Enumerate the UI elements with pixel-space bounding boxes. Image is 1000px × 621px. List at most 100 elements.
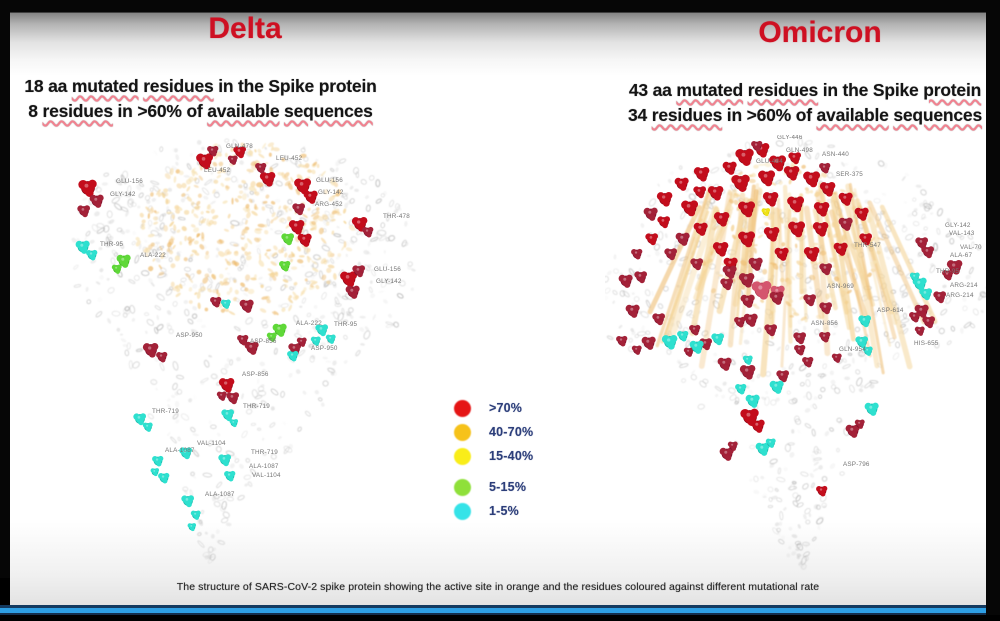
residue-marker xyxy=(281,233,295,246)
residue-marker xyxy=(914,304,929,318)
residue-label: GLY-142 xyxy=(110,191,136,198)
residue-marker xyxy=(738,272,755,288)
residue-label: GLN-954 xyxy=(839,346,866,353)
residue-marker xyxy=(819,181,836,197)
residue-label: THR-719 xyxy=(251,449,278,456)
residue-marker xyxy=(909,272,920,282)
legend-label: >70% xyxy=(489,401,523,415)
residue-marker xyxy=(664,248,678,261)
residue-marker xyxy=(707,185,724,201)
residue-marker xyxy=(674,177,689,191)
residue-marker xyxy=(292,203,306,216)
residue-marker xyxy=(802,356,814,368)
residue-blobs xyxy=(75,145,374,532)
footer-accent-bar xyxy=(0,608,986,613)
residue-marker xyxy=(819,162,831,174)
residue-marker xyxy=(116,254,131,268)
residue-blobs xyxy=(616,140,963,497)
residue-marker xyxy=(315,324,329,337)
residue-label: GLN-498 xyxy=(786,147,813,154)
residue-marker xyxy=(738,201,756,218)
omicron-title: Omicron xyxy=(758,16,882,49)
residue-label: GLY-142 xyxy=(318,189,344,196)
residue-marker xyxy=(769,155,787,172)
residue-marker xyxy=(111,264,122,274)
residue-marker xyxy=(689,340,704,354)
residue-label: ARG-452 xyxy=(315,201,343,208)
residue-label: THR-95 xyxy=(100,241,124,248)
residue-marker xyxy=(207,145,219,157)
residue-label: LEU-452 xyxy=(204,167,231,174)
residue-marker xyxy=(734,316,746,328)
protein-texture xyxy=(71,138,416,564)
residue-label: GLU-156 xyxy=(316,177,343,184)
residue-marker xyxy=(748,257,763,271)
residue-label: VAL-70 xyxy=(960,244,982,251)
residue-marker xyxy=(77,205,91,218)
residue-marker xyxy=(751,140,763,152)
residue-marker xyxy=(233,146,247,159)
residue-marker xyxy=(190,510,201,520)
residue-marker xyxy=(758,170,776,187)
legend-item: 15-40% xyxy=(440,444,580,468)
residue-label: THR-719 xyxy=(152,408,179,415)
residue-marker xyxy=(675,232,690,246)
residue-label: ASN-969 xyxy=(827,283,854,290)
residue-label: THR-719 xyxy=(243,403,270,410)
residue-marker xyxy=(631,248,643,260)
footer-line-bottom xyxy=(0,613,986,615)
residue-marker xyxy=(854,207,869,221)
residue-marker xyxy=(133,413,147,426)
residue-marker xyxy=(745,394,760,408)
residue-marker xyxy=(156,351,168,363)
residue-labels: GLU-156 GLY-142 GLN-478 LEU-452 LEU-452 GLU-1… xyxy=(100,143,410,498)
stats-line: 8 residues in >60% of available sequence… xyxy=(28,101,373,121)
residue-marker xyxy=(218,454,232,467)
residue-label: ARG-214 xyxy=(950,282,978,289)
residue-marker xyxy=(634,271,648,284)
residue-label: GLU-156 xyxy=(374,266,401,273)
residue-marker xyxy=(218,377,235,393)
residue-marker xyxy=(643,207,658,221)
residue-marker xyxy=(713,211,730,227)
residue-marker xyxy=(75,240,90,254)
residue-marker xyxy=(761,208,771,217)
residue-marker xyxy=(152,455,164,467)
residue-marker xyxy=(325,334,336,344)
residue-marker xyxy=(740,294,755,308)
residue-marker xyxy=(727,441,738,451)
residue-marker xyxy=(345,285,360,299)
legend-label: 40-70% xyxy=(489,425,534,439)
residue-label: ASN-856 xyxy=(811,320,838,327)
residue-marker xyxy=(227,155,238,165)
residue-marker xyxy=(838,217,853,231)
residue-marker xyxy=(742,355,753,365)
letterbox-right xyxy=(986,0,1000,621)
residue-marker xyxy=(763,226,780,242)
residue-marker xyxy=(819,331,831,343)
residue-label: ASP-856 xyxy=(242,371,269,378)
residue-marker xyxy=(259,171,276,187)
delta-mutation-stats: 18 aa mutated residues in the Spike prot… xyxy=(3,74,398,124)
residue-label: ASP-950 xyxy=(176,332,203,339)
residue-marker xyxy=(915,237,929,250)
residue-label: THR-478 xyxy=(383,213,410,220)
stats-line: 18 aa mutated residues in the Spike prot… xyxy=(24,76,377,96)
residue-label: THR-95 xyxy=(334,321,358,328)
residue-label: SER-375 xyxy=(836,171,863,178)
residue-marker xyxy=(819,263,833,276)
mutation-rate-legend: >70% 40-70% 15-40% 5-15% 1-5% xyxy=(440,396,580,523)
residue-marker xyxy=(794,344,806,356)
residue-marker xyxy=(933,291,947,304)
residue-label: ASP-796 xyxy=(843,461,870,468)
legend-label: 5-15% xyxy=(489,480,527,494)
residue-marker xyxy=(229,419,239,428)
residue-marker xyxy=(351,216,368,232)
residue-label: GLU-156 xyxy=(116,178,143,185)
residue-marker xyxy=(150,468,160,477)
legend-dot xyxy=(454,399,471,417)
residue-marker xyxy=(352,265,366,278)
residue-marker xyxy=(272,323,287,337)
residue-marker xyxy=(220,299,231,309)
